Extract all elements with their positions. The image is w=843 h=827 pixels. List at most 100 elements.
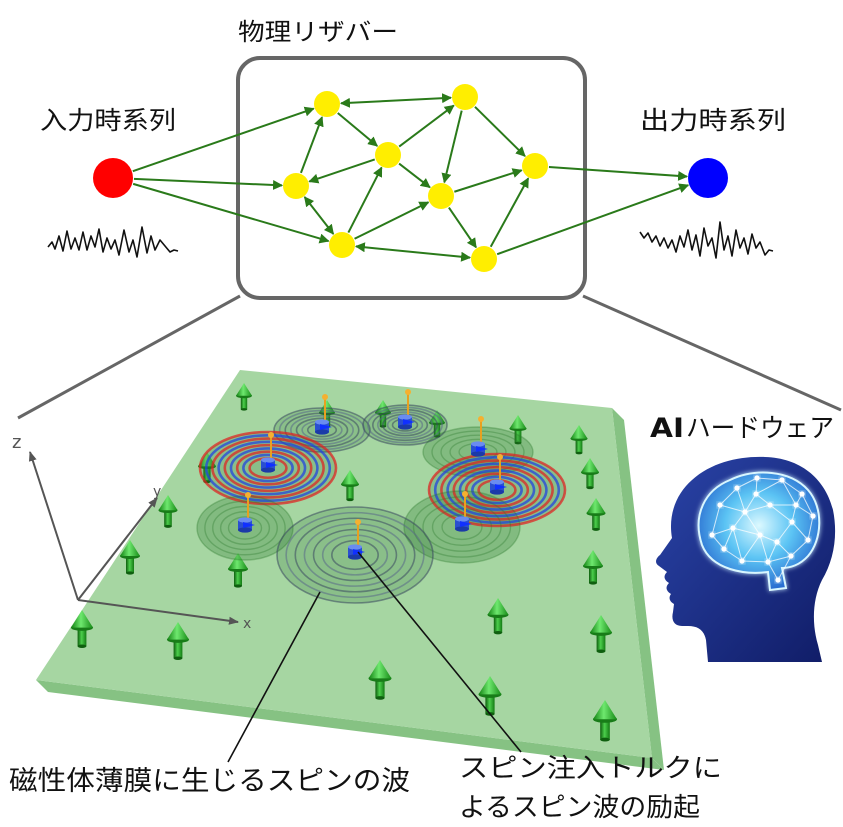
spin-wave <box>403 490 521 564</box>
reservoir-connection-arrow <box>300 116 324 174</box>
spin-wave-ring <box>276 506 434 604</box>
spin-wave-ring <box>290 414 354 446</box>
ai-hardware-head-icon <box>656 456 836 662</box>
brain-network-link <box>781 479 797 506</box>
brain-network-node <box>709 532 715 538</box>
spin-wave <box>198 430 338 506</box>
spin-injection-site <box>490 454 507 495</box>
brain-network-link <box>744 511 761 536</box>
spin-wave-ring <box>403 490 521 564</box>
spin-injection-site <box>398 389 415 430</box>
spin-wave-ring <box>285 511 425 599</box>
brain-network-node <box>774 539 780 545</box>
spin-wave-ring <box>294 517 416 593</box>
reservoir-connection-arrow <box>489 177 530 248</box>
magnetization-arrow <box>228 553 248 588</box>
spin-wave-ring <box>227 516 263 540</box>
magnetization-arrow <box>341 470 359 502</box>
brain-network-link <box>767 541 778 563</box>
axis-z-label: z <box>12 432 21 453</box>
magnetization-arrow <box>509 415 527 445</box>
spin-wave-ring <box>312 528 398 582</box>
spin-wave-ring <box>372 408 438 442</box>
reservoir-connection-arrow <box>337 112 379 147</box>
spin-wave-ring <box>331 539 379 571</box>
brain-network-link <box>732 527 743 562</box>
brain-network-link <box>767 555 792 563</box>
reservoir-connection-arrow <box>132 182 330 244</box>
reservoir-title: 物理リザバー <box>238 18 398 46</box>
reservoir-connection-arrow <box>133 177 284 190</box>
brain-network-node <box>757 532 763 538</box>
reservoir-connection-arrow <box>303 196 335 235</box>
reservoir-connection-arrow <box>308 158 376 184</box>
brain-network-link <box>736 487 746 513</box>
brain-network-node <box>765 559 771 565</box>
reservoir-nodes <box>93 84 728 272</box>
brain-network-node <box>742 509 748 515</box>
reservoir-connection-arrow <box>398 104 455 148</box>
magnetization-arrow <box>586 498 606 531</box>
reservoir-connection-arrow <box>347 166 383 233</box>
spin-injection-site <box>471 416 488 457</box>
spin-wave-rings <box>196 404 567 604</box>
magnetization-arrow <box>158 495 178 528</box>
spin-wave-ring <box>376 411 434 439</box>
reservoir-connection-arrow <box>354 201 430 240</box>
axis-x <box>77 599 239 625</box>
magnetization-arrow <box>583 550 603 585</box>
spin-wave-ring <box>452 465 542 515</box>
brain-network-node <box>739 558 745 564</box>
brain-network-link <box>776 521 793 543</box>
brain-network-link <box>769 504 793 523</box>
reservoir-connection-arrow <box>339 93 453 108</box>
spin-wave-ring <box>229 447 307 489</box>
coordinate-axes: z y x <box>12 432 251 632</box>
spin-wave-ring <box>204 500 286 556</box>
brain-network-link <box>711 527 734 536</box>
brain-network-link <box>755 479 783 495</box>
zoom-line-left <box>17 294 241 420</box>
reservoir-connection-arrow <box>398 162 431 189</box>
brain-network-link <box>744 504 771 513</box>
spin-wave-ring <box>242 453 294 483</box>
reservoir-node <box>375 142 401 168</box>
spin-wave-ring <box>431 508 493 546</box>
output-series-label: 出力時系列 <box>640 106 786 135</box>
magnetization-arrow <box>368 660 392 700</box>
input-node <box>93 158 133 198</box>
brain-network-link <box>807 515 814 541</box>
brain-network-node <box>775 577 781 583</box>
brain-network <box>709 475 816 583</box>
spin-wave-ring <box>362 404 448 446</box>
spin-wave-ring <box>295 417 349 443</box>
brain-network-link <box>732 511 746 529</box>
brain-network-link <box>791 521 809 541</box>
spin-injection-site <box>315 394 332 435</box>
spin-wave-ring <box>427 452 567 528</box>
reservoir-node <box>471 246 497 272</box>
spin-wave-ring <box>422 502 502 552</box>
brain-network-node <box>779 477 785 483</box>
brain-network-link <box>790 539 809 557</box>
spin-injection-site <box>455 491 472 532</box>
brain-network-link <box>767 561 779 581</box>
spin-wave <box>276 506 434 604</box>
axis-y-label: y <box>153 484 161 500</box>
magnetization-arrow <box>478 676 502 716</box>
reservoir-connection-arrow <box>474 106 526 157</box>
brain-network-link <box>741 560 769 563</box>
brain-network-node <box>793 502 799 508</box>
brain-network-link <box>781 479 803 495</box>
callout-line-excitation <box>357 551 522 753</box>
brain-network-link <box>711 534 725 550</box>
spin-wave-ring <box>204 433 332 503</box>
brain-network-link <box>719 504 746 513</box>
reservoir-connection-arrow <box>448 206 477 249</box>
spin-wave-ring <box>367 406 443 444</box>
spin-wave-ring <box>217 440 319 496</box>
spin-wave-ring <box>412 496 512 558</box>
magnetization-arrow <box>487 598 509 635</box>
brain-network-link <box>755 493 771 506</box>
